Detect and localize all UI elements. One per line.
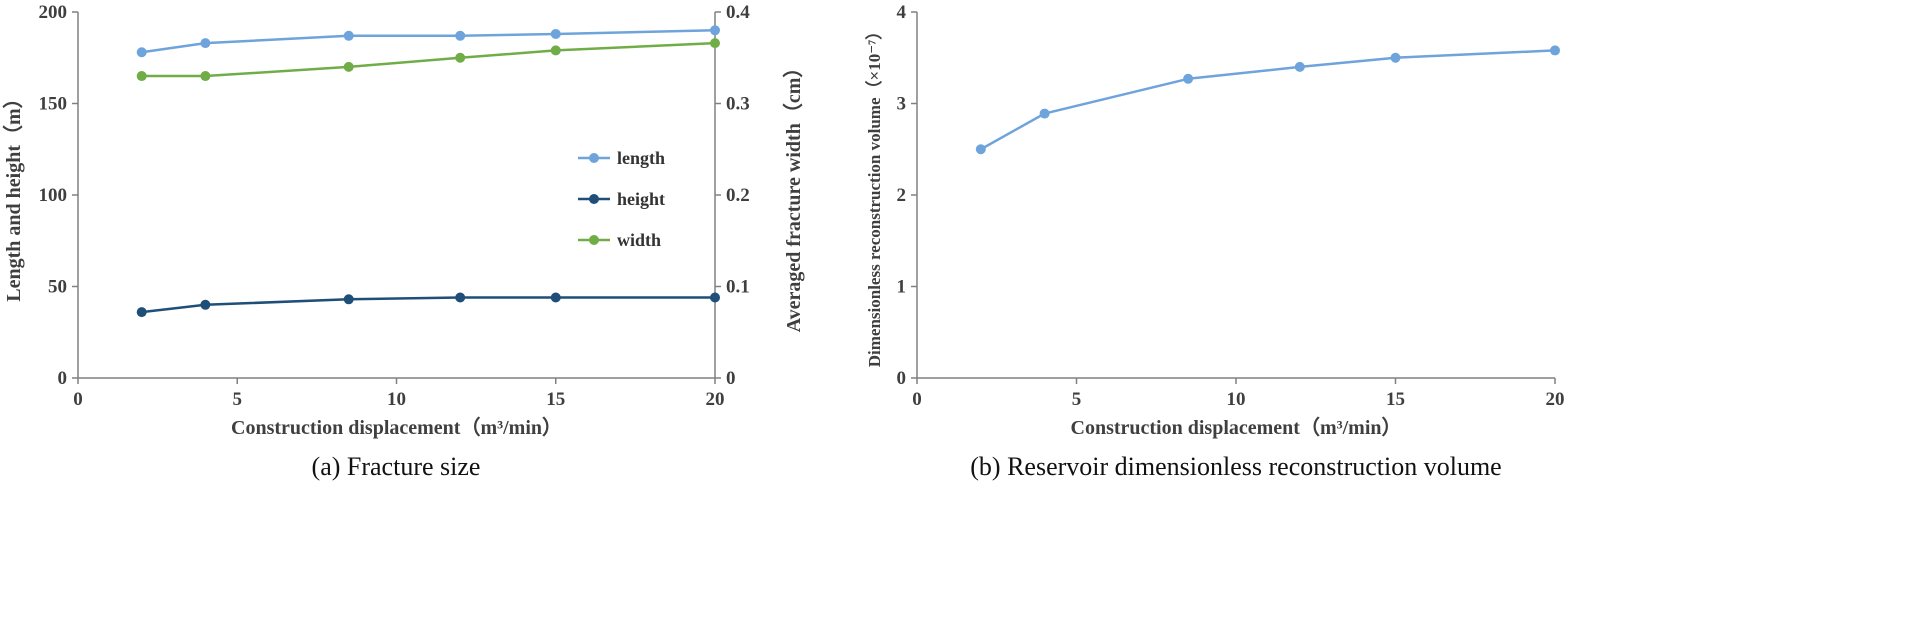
x-axis-ticks: 0 5 10 15 20 (73, 378, 725, 410)
chart-a-caption: (a) Fracture size (311, 452, 481, 481)
x-tick-label: 10 (387, 389, 406, 410)
x-tick-label: 0 (73, 389, 83, 410)
y-tick-label-right: 0.2 (726, 185, 750, 206)
y-tick-label-left: 0 (897, 368, 907, 389)
series-length-marker (200, 38, 211, 49)
y-tick-label-right: 0.3 (726, 94, 750, 115)
chart-a-figure: 0 5 10 15 20 0 50 100 150 200 0 0.1 0.2 0.3 0.4 Constru… (0, 0, 840, 483)
chart-b-caption: (b) Reservoir dimensionless reconstructi… (970, 452, 1502, 481)
y-tick-label-left: 3 (897, 94, 907, 115)
x-tick-label: 15 (1386, 389, 1405, 410)
series-length-marker (136, 47, 147, 58)
series-height-marker (343, 294, 354, 305)
series-height-marker (710, 292, 720, 303)
series-width-marker (136, 71, 147, 82)
series-width-marker (200, 71, 211, 82)
legend-marker (589, 194, 599, 204)
series-length-marker (455, 30, 466, 41)
y-tick-label-left: 200 (39, 2, 68, 23)
series-length-marker (343, 30, 354, 41)
series-volume-marker (1550, 45, 1560, 56)
series-volume-marker (1039, 108, 1050, 119)
y-tick-label-left: 0 (58, 368, 68, 389)
legend-item-width: width (578, 230, 661, 250)
chart-b-figure: 0 5 10 15 20 0 1 2 3 4 Construction displacement（m… (840, 0, 1905, 483)
legend-marker (589, 235, 599, 245)
series-length-marker (710, 25, 720, 36)
y-axis-left-ticks: 0 1 2 3 4 (897, 2, 917, 389)
legend-label: width (617, 230, 661, 250)
x-tick-label: 20 (706, 389, 725, 410)
y-axis-right-ticks: 0 0.1 0.2 0.3 0.4 (715, 2, 750, 389)
series-volume-marker (1183, 73, 1194, 84)
x-tick-label: 15 (546, 389, 565, 410)
y-tick-label-right: 0.1 (726, 277, 750, 298)
legend-label: height (617, 189, 665, 209)
y-axis-left-ticks: 0 50 100 150 200 (39, 2, 78, 389)
legend: length height width (578, 148, 665, 250)
y-axis-title-left: Dimensionless reconstruction volume（×10⁻… (864, 23, 884, 368)
series-volume (975, 45, 1560, 155)
chart-b-reconstruction-volume: 0 5 10 15 20 0 1 2 3 4 Construction displacement（m… (864, 2, 1565, 439)
y-tick-label-left: 150 (39, 94, 68, 115)
x-tick-label: 0 (912, 389, 922, 410)
series-height (136, 292, 720, 318)
x-tick-label: 5 (233, 389, 243, 410)
series-length (136, 25, 720, 58)
y-tick-label-right: 0.4 (726, 2, 750, 23)
y-tick-label-left: 100 (39, 185, 68, 206)
series-length-line (140, 29, 717, 54)
series-width-line (140, 41, 717, 78)
series-width-marker (455, 52, 466, 63)
y-tick-label-left: 1 (897, 277, 907, 298)
series-height-marker (550, 292, 561, 303)
series-volume-line (979, 49, 1557, 151)
x-tick-label: 10 (1227, 389, 1246, 410)
x-tick-label: 20 (1546, 389, 1565, 410)
y-tick-label-right: 0 (726, 368, 736, 389)
legend-item-length: length (578, 148, 665, 168)
series-volume-marker (1294, 61, 1305, 72)
chart-a-fracture-size: 0 5 10 15 2005010015020000.10.20.30.4Constru… (2, 2, 805, 439)
legend-label: length (617, 148, 665, 168)
series-length-marker (550, 28, 561, 39)
y-tick-label-left: 50 (48, 277, 67, 298)
series-volume-marker (975, 144, 986, 155)
series-height-line (140, 296, 717, 314)
series-height-marker (136, 307, 147, 318)
series-height-marker (200, 299, 211, 310)
series-width-marker (710, 38, 720, 49)
y-tick-label-left: 4 (897, 2, 907, 23)
series-volume-marker (1390, 52, 1401, 63)
series-width-marker (343, 61, 354, 72)
y-axis-title-left: Length and height（m） (2, 88, 25, 301)
series-width-marker (550, 45, 561, 56)
legend-item-height: height (578, 189, 665, 209)
x-axis-title: Construction displacement（m³/min） (1071, 416, 1402, 439)
y-tick-label-left: 2 (897, 185, 907, 206)
x-axis-ticks: 0 5 10 15 20 (912, 378, 1565, 410)
x-axis-title: Construction displacement（m³/min） (231, 416, 562, 439)
y-axis-title-right: Averaged fracture width（cm） (782, 58, 805, 333)
series-height-marker (455, 292, 466, 303)
x-tick-label: 5 (1072, 389, 1082, 410)
legend-marker (589, 153, 599, 163)
series-width (136, 38, 720, 82)
